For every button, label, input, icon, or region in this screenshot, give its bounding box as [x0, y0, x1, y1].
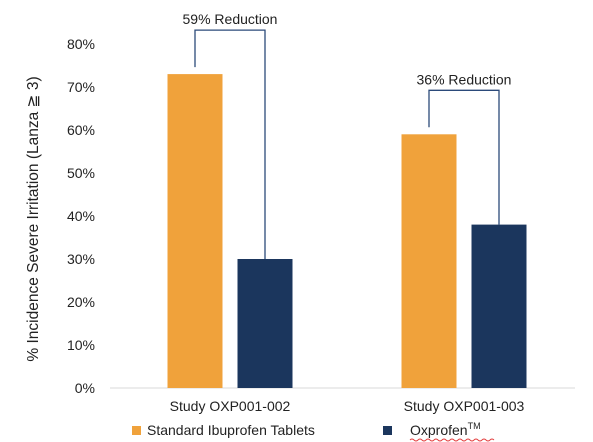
reduction-bracket: [428, 89, 500, 225]
y-tick-label: 10%: [67, 337, 95, 353]
bars: [167, 74, 527, 388]
reduction-label: 59% Reduction: [183, 11, 278, 27]
y-axis-label: % Incidence Severe Irritation (Lanza ≧ 3…: [25, 76, 42, 361]
y-tick-label: 50%: [67, 165, 95, 181]
y-tick-label: 70%: [67, 79, 95, 95]
legend: Standard Ibuprofen Tablets OxprofenTM: [132, 421, 495, 442]
legend-swatch-oxprofen: [383, 426, 392, 435]
reduction-brackets: 59% Reduction 36% Reduction: [183, 11, 512, 259]
y-tick-label: 80%: [67, 36, 95, 52]
x-axis-categories: Study OXP001-002 Study OXP001-003: [170, 398, 525, 414]
legend-swatch-standard: [132, 426, 141, 435]
bar-oxprofen-2: [471, 224, 527, 388]
bar-oxprofen-1: [237, 259, 293, 388]
spellcheck-squiggle: [409, 438, 495, 442]
legend-label-oxprofen: OxprofenTM: [410, 421, 481, 438]
x-category-label: Study OXP001-003: [404, 398, 525, 414]
y-axis-title: % Incidence Severe Irritation (Lanza ≧ 3…: [25, 76, 42, 361]
bar-standard-1: [167, 74, 223, 388]
y-tick-label: 40%: [67, 208, 95, 224]
reduction-bracket: [194, 29, 266, 259]
y-tick-label: 60%: [67, 122, 95, 138]
legend-label-standard: Standard Ibuprofen Tablets: [147, 422, 315, 438]
reduction-label: 36% Reduction: [417, 71, 512, 87]
x-category-label: Study OXP001-002: [170, 398, 291, 414]
bar-standard-2: [401, 134, 457, 388]
y-tick-label: 30%: [67, 251, 95, 267]
y-axis-ticks: 0% 10% 20% 30% 40% 50% 60% 70% 80%: [67, 36, 95, 396]
y-tick-label: 20%: [67, 294, 95, 310]
y-tick-label: 0%: [75, 380, 95, 396]
